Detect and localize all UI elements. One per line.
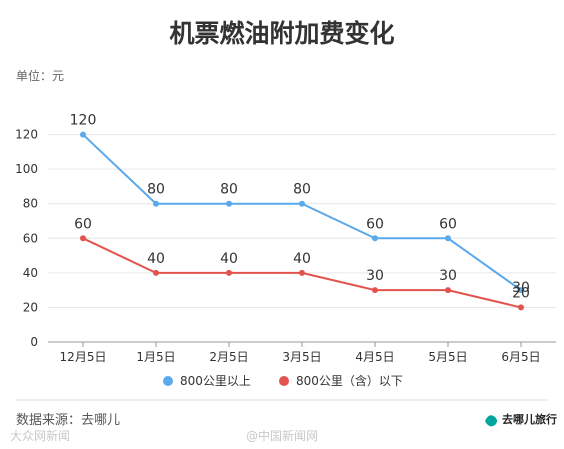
x-tick-label: 4月5日 (355, 350, 394, 364)
data-point (445, 235, 451, 242)
legend-label: 800公里以上 (180, 374, 251, 388)
data-label: 80 (147, 182, 165, 198)
legend-item-2: 800公里（含）以下 (279, 373, 403, 388)
data-label: 30 (512, 280, 530, 296)
brand-name: 去哪儿旅行 (502, 412, 557, 426)
data-point (153, 200, 159, 207)
x-tick-label: 2月5日 (209, 350, 248, 364)
data-label: 30 (439, 268, 457, 284)
legend-item-1: 800公里以上 (163, 374, 251, 388)
brand-logo: 去哪儿旅行 (485, 412, 557, 427)
watermark-center: @中国新闻网 (246, 428, 318, 443)
data-point (518, 287, 524, 294)
y-tick-label: 100 (15, 162, 38, 176)
y-tick-label: 80 (23, 197, 38, 211)
legend-label: 800公里（含）以下 (296, 373, 403, 388)
data-point (445, 287, 451, 294)
data-point (372, 235, 378, 242)
data-label: 40 (147, 251, 165, 267)
watermark-left: 大众网新闻 (10, 428, 70, 443)
x-tick-label: 12月5日 (60, 350, 107, 364)
data-label: 60 (439, 216, 457, 232)
x-tick-label: 6月5日 (501, 350, 540, 364)
series-1: 120 80 80 80 60 60 30 (70, 113, 530, 297)
data-point (372, 287, 378, 294)
data-point (299, 200, 305, 207)
data-label: 60 (74, 216, 92, 232)
data-label: 20 (512, 285, 530, 301)
y-axis-ticks: 0 20 40 60 80 100 120 (15, 128, 38, 349)
y-tick-label: 60 (23, 231, 38, 245)
data-label: 80 (293, 182, 311, 198)
data-label: 80 (220, 182, 238, 198)
x-tick-label: 1月5日 (136, 350, 175, 364)
data-point (299, 269, 305, 276)
x-tick-label: 5月5日 (428, 350, 467, 364)
data-label: 30 (366, 268, 384, 284)
data-point (226, 200, 232, 207)
x-axis-ticks: 12月5日 1月5日 2月5日 3月5日 4月5日 5月5日 6月5日 (60, 342, 541, 364)
data-source: 数据来源：去哪儿 (16, 413, 120, 428)
data-point (518, 304, 524, 311)
data-label: 40 (220, 251, 238, 267)
unit-label: 单位：元 (16, 68, 64, 83)
y-tick-label: 20 (23, 300, 38, 314)
data-point (80, 131, 86, 138)
camel-icon (485, 415, 497, 427)
legend: 800公里以上 800公里（含）以下 (163, 373, 403, 388)
y-tick-label: 0 (30, 335, 38, 349)
legend-marker (279, 376, 289, 386)
data-label: 60 (366, 216, 384, 232)
legend-marker (163, 376, 173, 386)
y-tick-label: 40 (23, 266, 38, 280)
data-label: 120 (70, 113, 97, 129)
data-point (153, 269, 159, 276)
x-tick-label: 3月5日 (282, 350, 321, 364)
grid (48, 134, 556, 343)
chart-title: 机票燃油附加费变化 (169, 19, 394, 48)
data-label: 40 (293, 251, 311, 267)
data-point (226, 269, 232, 276)
data-point (80, 235, 86, 242)
y-tick-label: 120 (15, 128, 38, 142)
